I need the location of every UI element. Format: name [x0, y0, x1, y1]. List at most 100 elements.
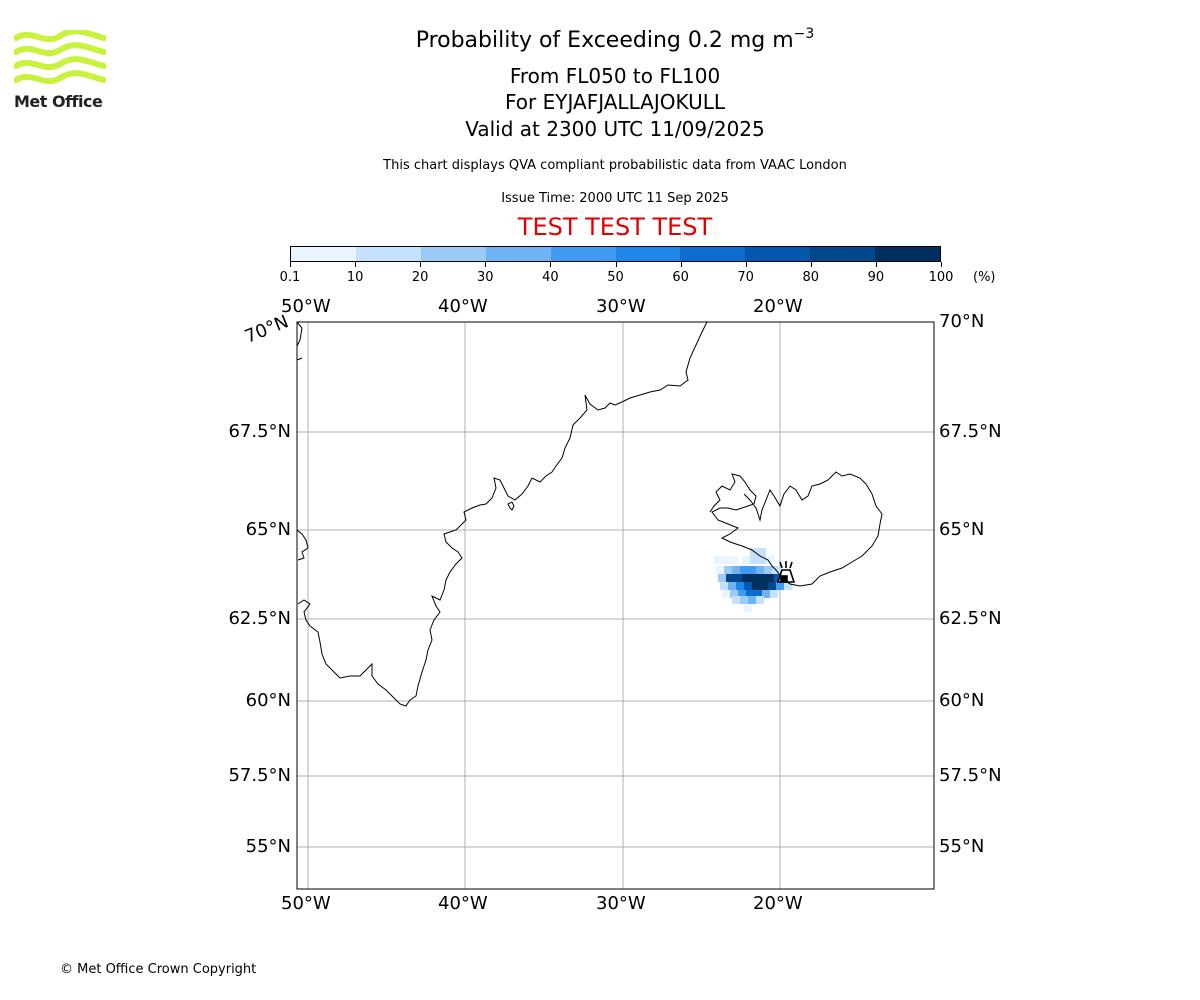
colorbar-tick-mark — [875, 262, 877, 267]
plume-cell — [740, 566, 748, 574]
colorbar-tick-label: 10 — [346, 270, 364, 285]
greenland-west-edge — [296, 529, 309, 561]
coastlines — [296, 321, 883, 707]
plume-cell — [758, 548, 766, 556]
latitude-label-right: 55°N — [939, 836, 985, 857]
greenland-coastline — [297, 321, 708, 707]
longitude-label: 50°W — [281, 296, 331, 317]
plume-cell — [724, 566, 732, 574]
volcano-icon — [776, 561, 796, 583]
latitude-label-right: 57.5°N — [939, 765, 1002, 786]
colorbar-segment — [420, 247, 486, 261]
greenland-nw-edge — [296, 321, 303, 361]
colorbar-tick-mark — [941, 262, 942, 267]
plume-cell — [746, 590, 754, 598]
issue-time: Issue Time: 2000 UTC 11 Sep 2025 — [501, 191, 729, 206]
colorbar-segment — [291, 247, 356, 261]
latitude-label-right: 65°N — [939, 519, 985, 540]
plume-cell — [760, 582, 768, 590]
colorbar-tick-mark — [290, 262, 291, 267]
plume-cell — [732, 596, 740, 604]
plume-cell — [750, 574, 758, 582]
met-office-logo — [13, 28, 107, 92]
copyright-notice: © Met Office Crown Copyright — [60, 962, 257, 977]
plume-cell — [742, 574, 750, 582]
plume-cell — [730, 556, 738, 564]
longitude-label: 20°W — [753, 893, 803, 914]
colorbar-tick-label: 20 — [411, 270, 429, 285]
colorbar-unit: (%) — [973, 270, 996, 285]
plume-cell — [728, 582, 736, 590]
ash-probability-plume — [714, 548, 792, 612]
colorbar-segment — [550, 247, 616, 261]
plume-cell — [736, 582, 744, 590]
plume-cell — [744, 604, 752, 612]
plume-cell — [748, 566, 756, 574]
longitude-label: 50°W — [281, 893, 331, 914]
plume-cell — [744, 582, 752, 590]
plume-cell — [756, 566, 764, 574]
plume-cell — [768, 582, 776, 590]
latitude-label-left: 60°N — [245, 690, 291, 711]
plume-cell — [766, 556, 774, 564]
plume-cell — [738, 590, 746, 598]
colorbar-segment — [680, 247, 746, 261]
plume-cell — [776, 582, 784, 590]
plume-cell — [756, 596, 764, 604]
latitude-label-left: 65°N — [245, 519, 291, 540]
chart-title: Probability of Exceeding 0.2 mg m−3 — [415, 26, 815, 53]
plume-cell — [764, 566, 772, 574]
flight-level-range: From FL050 to FL100 — [509, 64, 721, 88]
longitude-label: 30°W — [596, 296, 646, 317]
volcano-name: For EYJAFJALLAJOKULL — [505, 90, 725, 114]
plume-cell — [732, 566, 740, 574]
plume-cell — [752, 582, 760, 590]
plume-cell — [718, 574, 726, 582]
plume-cell — [716, 566, 724, 574]
colorbar-tick-label: 80 — [802, 270, 820, 285]
latitude-label-right: 60°N — [939, 690, 985, 711]
plume-cell — [774, 574, 782, 582]
plume-cell — [720, 582, 728, 590]
iceland-west-fjords — [709, 491, 721, 513]
colorbar-tick-mark — [420, 262, 422, 267]
colorbar-tick-mark — [550, 262, 552, 267]
colorbar-tick-label: 90 — [867, 270, 885, 285]
latitude-label-right: 62.5°N — [939, 608, 1002, 629]
title-exponent: −3 — [793, 26, 815, 42]
plume-cell — [734, 574, 742, 582]
greenland-east-fjord — [507, 501, 515, 511]
colorbar-tick-label: 40 — [542, 270, 559, 285]
plume-cell — [754, 590, 762, 598]
probability-colorbar — [290, 246, 941, 262]
test-banner: TEST TEST TEST — [517, 213, 713, 241]
colorbar-segment — [745, 247, 811, 261]
plume-cell — [714, 556, 722, 564]
colorbar-segment — [810, 247, 876, 261]
latitude-label-left: 55°N — [245, 836, 291, 857]
colorbar-tick-label: 30 — [477, 270, 494, 285]
latitude-label-left: 62.5°N — [228, 608, 291, 629]
latitude-label-left: 57.5°N — [228, 765, 291, 786]
plume-cell — [748, 596, 756, 604]
plume-cell — [750, 556, 758, 564]
colorbar-tick-mark — [615, 262, 617, 267]
colorbar-segment — [355, 247, 421, 261]
plume-cell — [726, 574, 734, 582]
colorbar-segment — [875, 247, 941, 261]
colorbar-tick-label: 70 — [737, 270, 754, 285]
colorbar-tick-label: 0.1 — [279, 270, 301, 285]
plume-cell — [722, 556, 730, 564]
latitude-label-left: 67.5°N — [228, 421, 291, 442]
plume-cell — [758, 556, 766, 564]
colorbar-tick-label: 50 — [607, 270, 624, 285]
latitude-label-right: 70°N — [939, 311, 985, 332]
plume-cell — [758, 574, 766, 582]
colorbar-tick-mark — [485, 262, 487, 267]
chart-description: This chart displays QVA compliant probab… — [383, 158, 847, 173]
plume-cell — [740, 596, 748, 604]
longitude-label: 20°W — [753, 296, 803, 317]
colorbar-segment — [615, 247, 681, 261]
map-frame — [296, 321, 935, 890]
